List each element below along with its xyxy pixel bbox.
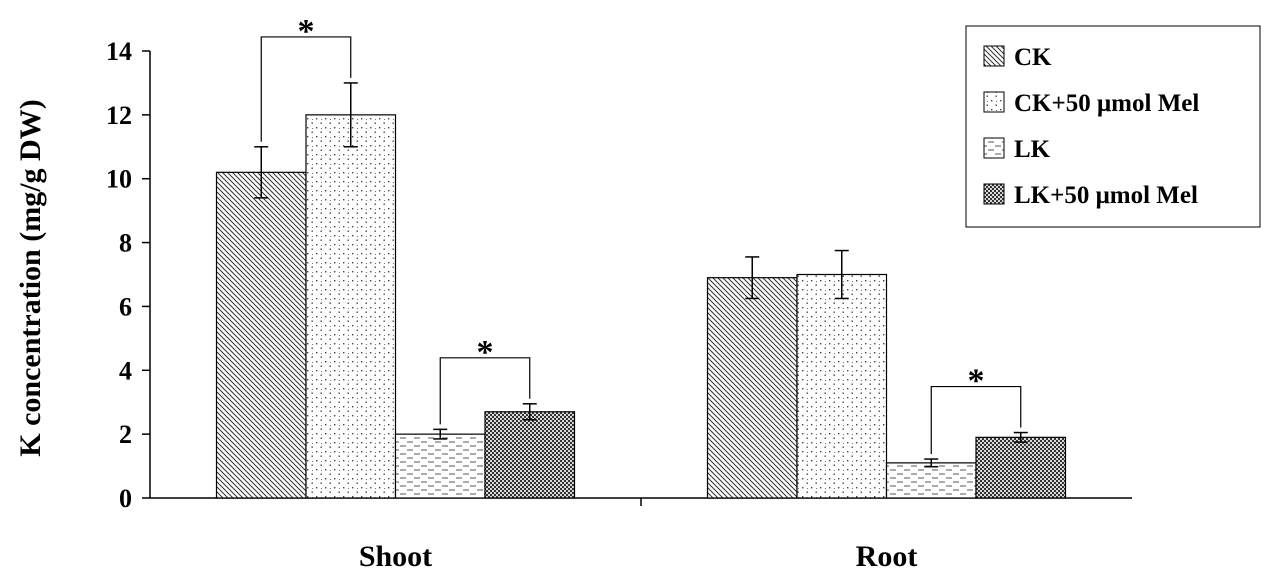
y-tick-label: 8 xyxy=(119,229,132,258)
y-tick-label: 10 xyxy=(106,165,132,194)
legend-label: LK+50 μmol Mel xyxy=(1014,182,1198,209)
legend-label: CK xyxy=(1014,44,1052,71)
legend-swatch xyxy=(983,137,1005,159)
significance-markers: * * * xyxy=(260,13,1022,455)
bars xyxy=(215,114,1067,499)
bar xyxy=(394,433,486,499)
legend-label: CK+50 μmol Mel xyxy=(1014,90,1199,117)
y-tick-label: 12 xyxy=(106,101,132,130)
bar xyxy=(215,171,307,499)
legend-swatch xyxy=(983,183,1005,205)
bar xyxy=(975,436,1067,499)
y-axis-title: K concentration (mg/g DW) xyxy=(14,99,47,456)
y-tick-label: 2 xyxy=(119,420,132,449)
legend-swatch xyxy=(983,45,1005,67)
x-axis: Shoot Root xyxy=(150,497,1132,573)
y-tick-label: 0 xyxy=(119,484,132,513)
legend-box xyxy=(965,25,1261,228)
error-bars xyxy=(254,82,1028,468)
bar xyxy=(706,277,798,499)
y-tick-label: 6 xyxy=(119,292,132,321)
legend-label: LK xyxy=(1014,136,1051,163)
significance-star: * xyxy=(477,334,494,371)
significance-bracket xyxy=(439,357,531,425)
y-tick-label: 14 xyxy=(106,37,132,66)
y-axis: 0 2 4 6 8 10 12 14 xyxy=(106,37,151,513)
significance-star: * xyxy=(968,363,985,400)
bar xyxy=(305,114,397,499)
y-tick-label: 4 xyxy=(119,356,132,385)
significance-bracket xyxy=(930,385,1022,455)
bar xyxy=(885,462,977,499)
significance-bracket xyxy=(260,36,352,142)
legend: CK CK+50 μmol Mel LK LK+50 μmol Mel xyxy=(965,25,1261,228)
legend-swatch xyxy=(983,91,1005,113)
bar xyxy=(796,273,888,499)
significance-star: * xyxy=(298,13,315,50)
bar xyxy=(484,411,576,499)
x-category-label: Shoot xyxy=(359,540,432,573)
x-category-label: Root xyxy=(856,540,918,573)
